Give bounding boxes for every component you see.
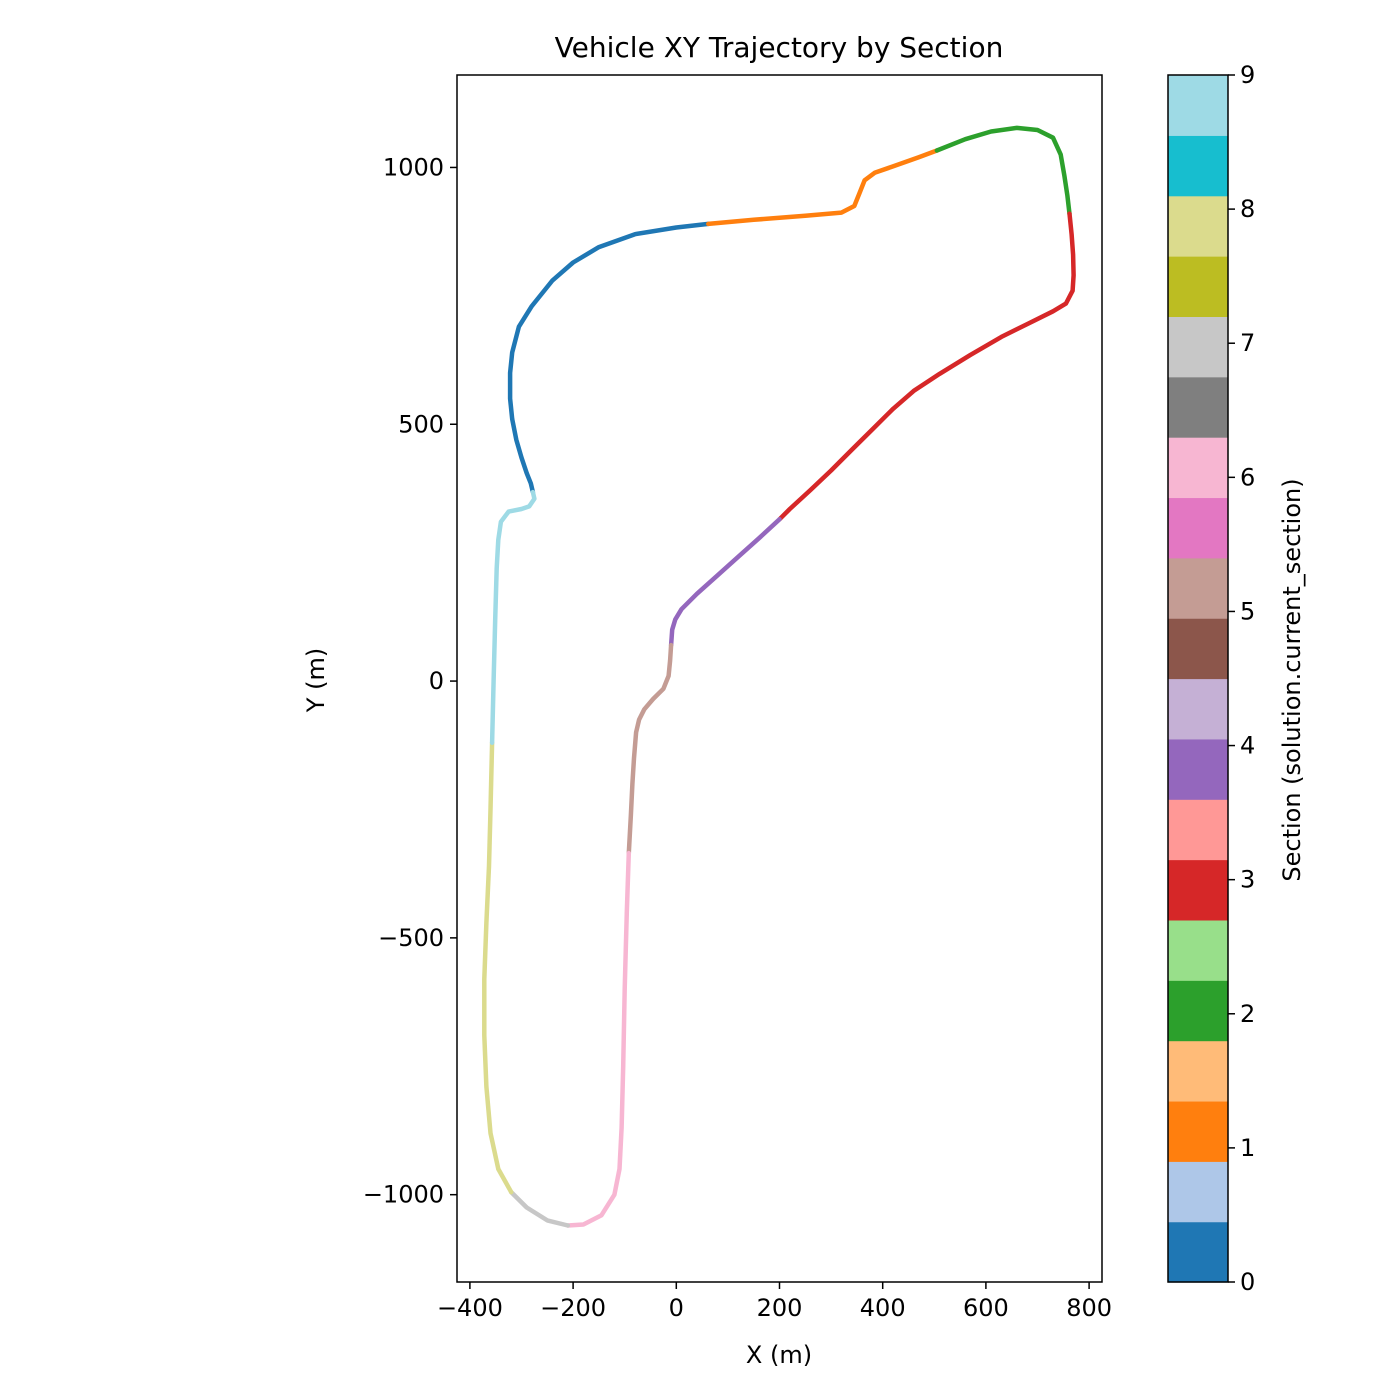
colorbar-label: Section (solution.current_section) — [1278, 478, 1306, 881]
colorbar-swatch — [1168, 557, 1228, 619]
colorbar-swatch — [1168, 618, 1228, 680]
colorbar-swatch — [1168, 316, 1228, 378]
x-tick-label: −200 — [540, 1294, 606, 1322]
colorbar-swatch — [1168, 678, 1228, 740]
trajectory-section-1 — [706, 148, 940, 227]
trajectory-section-0 — [507, 221, 711, 495]
y-tick-label: −1000 — [363, 1181, 444, 1209]
x-tick-label: 600 — [963, 1294, 1009, 1322]
chart-title: Vehicle XY Trajectory by Section — [555, 31, 1004, 64]
colorbar-swatch — [1168, 437, 1228, 499]
colorbar-swatch — [1168, 135, 1228, 197]
colorbar-tick-label: 2 — [1240, 1000, 1255, 1028]
colorbar-tick-label: 6 — [1240, 463, 1255, 491]
y-tick-label: 0 — [429, 667, 444, 695]
colorbar-swatch — [1168, 195, 1228, 257]
x-tick-label: −400 — [437, 1294, 503, 1322]
colorbar-swatch — [1168, 1100, 1228, 1162]
trajectory-section-9 — [489, 489, 537, 745]
trajectory-section-3 — [777, 211, 1076, 522]
y-tick-label: 500 — [398, 410, 444, 438]
colorbar-swatch — [1168, 75, 1228, 136]
x-tick-label: 400 — [860, 1294, 906, 1322]
plot-area — [457, 75, 1102, 1282]
trajectory-section-7 — [508, 1189, 571, 1228]
x-axis: −400 −200 0 200 400 600 800 — [437, 1282, 1112, 1322]
colorbar-swatch — [1168, 1221, 1228, 1283]
colorbar-tick-label: 1 — [1240, 1134, 1255, 1162]
y-axis: −1000 −500 0 500 1000 — [363, 153, 457, 1209]
trajectory-section-6 — [565, 850, 632, 1228]
x-tick-label: 800 — [1066, 1294, 1112, 1322]
y-tick-label: 1000 — [383, 153, 444, 181]
colorbar-swatch — [1168, 1161, 1228, 1223]
x-tick-label: 0 — [669, 1294, 684, 1322]
colorbar-swatch — [1168, 497, 1228, 559]
trajectory-section-8 — [482, 740, 514, 1195]
colorbar-swatch — [1168, 1040, 1228, 1102]
trajectory-section-2 — [934, 125, 1072, 216]
trajectory-section-4 — [668, 517, 782, 648]
colorbar-tick-label: 3 — [1240, 866, 1255, 894]
colorbar-tick-label: 5 — [1240, 597, 1255, 625]
x-axis-label: X (m) — [746, 1341, 812, 1369]
colorbar-swatch — [1168, 738, 1228, 800]
colorbar-tick-label: 4 — [1240, 732, 1255, 760]
colorbar-tick-label: 8 — [1240, 195, 1255, 223]
y-tick-label: −500 — [378, 924, 444, 952]
trajectory-series — [482, 125, 1076, 1228]
colorbar-swatch — [1168, 919, 1228, 981]
x-tick-label: 200 — [757, 1294, 803, 1322]
y-axis-label: Y (m) — [302, 648, 330, 713]
colorbar-tick-label: 9 — [1240, 61, 1255, 89]
colorbar-frame — [1167, 74, 1229, 1283]
colorbar: 0 1 2 3 4 5 6 7 8 9 — [1167, 61, 1255, 1296]
colorbar-swatch — [1168, 799, 1228, 861]
trajectory-section-5 — [626, 642, 674, 856]
colorbar-swatch — [1168, 376, 1228, 438]
colorbar-swatch — [1168, 859, 1228, 921]
colorbar-tick-label: 7 — [1240, 329, 1255, 357]
colorbar-swatch — [1168, 980, 1228, 1042]
colorbar-tick-label: 0 — [1240, 1268, 1255, 1296]
colorbar-swatch — [1168, 256, 1228, 317]
